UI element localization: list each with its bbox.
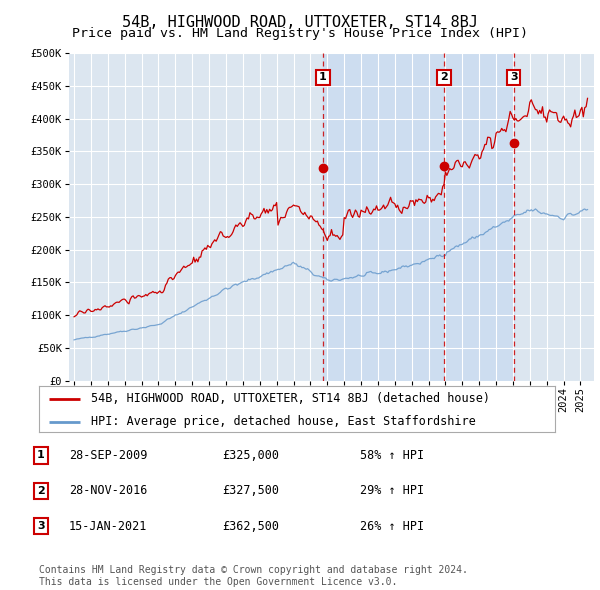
- Text: Contains HM Land Registry data © Crown copyright and database right 2024.
This d: Contains HM Land Registry data © Crown c…: [39, 565, 468, 587]
- Text: 2: 2: [37, 486, 44, 496]
- Text: 1: 1: [319, 73, 327, 83]
- Bar: [323, 53, 514, 381]
- Text: £327,500: £327,500: [222, 484, 279, 497]
- Text: 15-JAN-2021: 15-JAN-2021: [69, 520, 148, 533]
- Text: 58% ↑ HPI: 58% ↑ HPI: [360, 449, 424, 462]
- Text: Price paid vs. HM Land Registry's House Price Index (HPI): Price paid vs. HM Land Registry's House …: [72, 27, 528, 40]
- Text: 29% ↑ HPI: 29% ↑ HPI: [360, 484, 424, 497]
- Text: 54B, HIGHWOOD ROAD, UTTOXETER, ST14 8BJ: 54B, HIGHWOOD ROAD, UTTOXETER, ST14 8BJ: [122, 15, 478, 30]
- Text: 28-NOV-2016: 28-NOV-2016: [69, 484, 148, 497]
- Text: £325,000: £325,000: [222, 449, 279, 462]
- Text: 3: 3: [37, 522, 44, 531]
- Text: 3: 3: [510, 73, 517, 83]
- Text: 1: 1: [37, 451, 44, 460]
- Text: 28-SEP-2009: 28-SEP-2009: [69, 449, 148, 462]
- Text: HPI: Average price, detached house, East Staffordshire: HPI: Average price, detached house, East…: [91, 415, 475, 428]
- Text: 54B, HIGHWOOD ROAD, UTTOXETER, ST14 8BJ (detached house): 54B, HIGHWOOD ROAD, UTTOXETER, ST14 8BJ …: [91, 392, 490, 405]
- Text: 26% ↑ HPI: 26% ↑ HPI: [360, 520, 424, 533]
- Text: 2: 2: [440, 73, 448, 83]
- Text: £362,500: £362,500: [222, 520, 279, 533]
